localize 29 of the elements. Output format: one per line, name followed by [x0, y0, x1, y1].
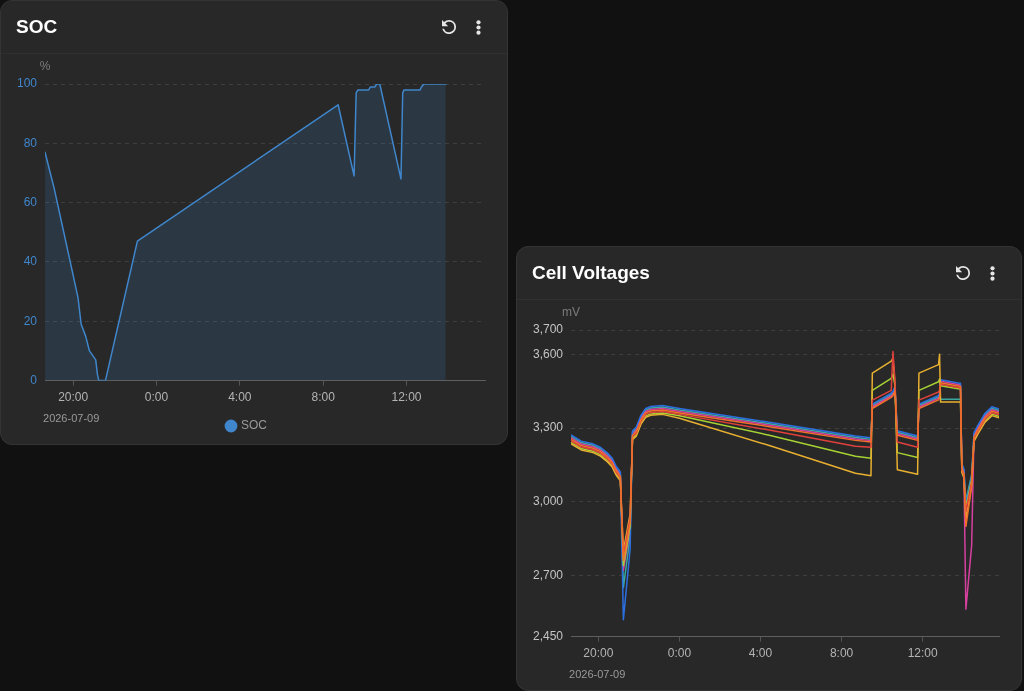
y-tick-label: 80	[23, 135, 38, 150]
x-tick-label: 4:00	[748, 646, 773, 661]
y-tick-label: 100	[16, 76, 38, 91]
y-tick-label: 2,700	[533, 567, 564, 582]
y-axis-title: %	[39, 59, 51, 74]
y-tick-label: 20	[23, 313, 38, 328]
x-tick-label: 0:00	[667, 646, 692, 661]
x-tick-label: 8:00	[829, 646, 854, 661]
y-tick-label: 3,700	[533, 322, 564, 337]
x-tick-label: 0:00	[144, 390, 169, 405]
y-tick-label: 3,600	[533, 346, 564, 361]
y-tick-label: 2,450	[533, 628, 564, 643]
x-tick-label: 4:00	[228, 390, 252, 405]
y-tick-label: 0	[30, 372, 38, 387]
chart-title: Cell Voltages	[532, 262, 650, 284]
x-tick-label: 12:00	[391, 390, 422, 405]
legend-label: SOC	[241, 418, 268, 433]
y-tick-label: 3,000	[533, 494, 564, 509]
x-tick-label: 20:00	[583, 646, 614, 661]
x-tick-label: 8:00	[311, 390, 336, 405]
y-axis-title: mV	[562, 305, 581, 320]
text: 2026-07-09	[43, 411, 100, 424]
y-tick-label: 60	[23, 194, 38, 209]
x-tick-label: 20:00	[58, 390, 89, 405]
y-tick-label: 40	[23, 254, 38, 269]
text: 2026-07-09	[569, 667, 626, 680]
chart-title: SOC	[16, 16, 58, 38]
x-tick-label: 12:00	[907, 646, 938, 661]
y-tick-label: 3,300	[533, 420, 564, 435]
